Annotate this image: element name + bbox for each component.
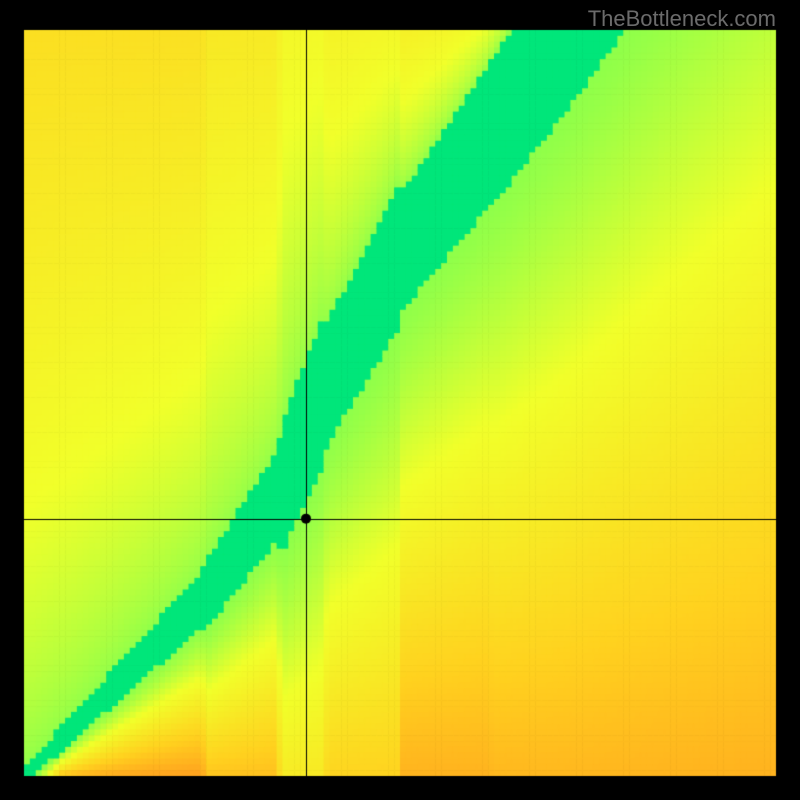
bottleneck-heatmap-canvas <box>0 0 800 800</box>
watermark-text: TheBottleneck.com <box>588 6 776 32</box>
chart-container: TheBottleneck.com <box>0 0 800 800</box>
